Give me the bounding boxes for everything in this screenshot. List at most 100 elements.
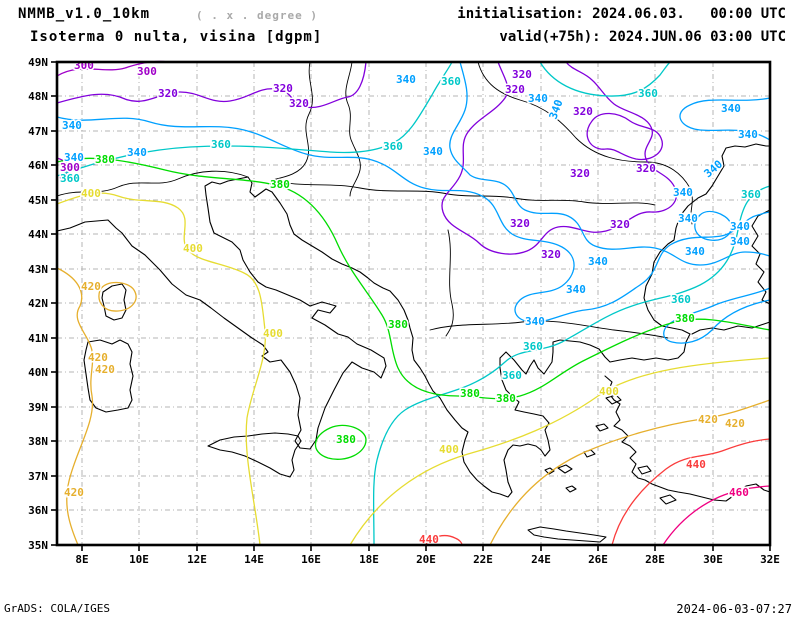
lat-tick-label: 45N: [28, 194, 48, 207]
contour-320-loop: [586, 112, 663, 161]
coastline-anatolia-blacksea: [691, 321, 771, 335]
lon-tick-label: 22E: [473, 553, 493, 566]
render-timestamp: 2024-06-03-07:27: [676, 602, 792, 616]
lat-tick-label: 37N: [28, 470, 48, 483]
lon-tick-label: 28E: [645, 553, 665, 566]
field-subtitle: Isoterma 0 nulta, visina [dgpm]: [30, 29, 323, 45]
contour-340-topright: [679, 97, 771, 141]
contour-label-360: 360: [523, 340, 543, 353]
contour-440-stub: [424, 534, 463, 546]
contour-label-380: 380: [496, 392, 516, 405]
contour-label-340: 340: [547, 98, 566, 121]
contour-label-340: 340: [730, 220, 750, 233]
contour-label-320: 320: [636, 162, 656, 175]
contour-300-b: [56, 157, 69, 179]
contour-lines: [56, 60, 771, 546]
contour-340-se: [663, 287, 771, 344]
contour-label-340: 340: [678, 212, 698, 225]
contour-label-320: 320: [541, 248, 561, 261]
contour-label-320: 320: [289, 97, 309, 110]
island-sardinia: [83, 339, 134, 413]
contour-label-440: 440: [419, 533, 439, 546]
contour-360-se: [372, 185, 771, 546]
contour-400-se: [349, 357, 771, 546]
contour-label-360: 360: [502, 369, 522, 382]
lon-tick-label: 18E: [359, 553, 379, 566]
coastline-crimea-edge: [751, 209, 771, 305]
lon-tick-label: 14E: [244, 553, 264, 566]
contour-label-300: 300: [137, 65, 157, 78]
contour-label-320: 320: [505, 83, 525, 96]
lon-tick-label: 10E: [129, 553, 149, 566]
contour-label-380: 380: [675, 312, 695, 325]
lon-tick-label: 26E: [588, 553, 608, 566]
contour-label-360: 360: [741, 188, 761, 201]
lat-tick-label: 46N: [28, 159, 48, 172]
contour-label-380: 380: [336, 433, 356, 446]
initialisation-time: initialisation: 2024.06.03. 00:00 UTC: [457, 6, 786, 22]
lat-tick-label: 39N: [28, 401, 48, 414]
contour-label-340: 340: [685, 245, 705, 258]
contour-label-360: 360: [211, 138, 231, 151]
contour-440-se: [611, 438, 771, 546]
contour-label-380: 380: [460, 387, 480, 400]
contour-label-420: 420: [81, 280, 101, 293]
contour-label-420: 420: [95, 363, 115, 376]
lat-tick-label: 36N: [28, 504, 48, 517]
lon-tick-label: 32E: [760, 553, 780, 566]
axis-ticks-and-labels: 8E 10E 12E 14E 16E 18E 20E 22E 24E 26E 28E 30E 32E 49…: [28, 56, 780, 566]
contour-label-420: 420: [88, 351, 108, 364]
contour-label-340: 340: [396, 73, 416, 86]
contour-label-400: 400: [599, 385, 619, 398]
lat-tick-label: 42N: [28, 297, 48, 310]
contour-460-se: [662, 485, 771, 546]
contour-label-340: 340: [738, 128, 758, 141]
lat-tick-label: 44N: [28, 228, 48, 241]
contour-label-400: 400: [439, 443, 459, 456]
contour-360-west: [56, 61, 453, 177]
lon-tick-label: 8E: [75, 553, 88, 566]
contour-label-340: 340: [673, 186, 693, 199]
border-balkan-vertical: [445, 229, 454, 337]
contour-label-360: 360: [60, 172, 80, 185]
border-alps: [56, 170, 249, 197]
contour-label-360: 360: [383, 140, 403, 153]
contour-label-320: 320: [158, 87, 178, 100]
contour-label-320: 320: [512, 68, 532, 81]
contour-label-360: 360: [638, 87, 658, 100]
contour-label-440: 440: [686, 458, 706, 471]
contour-label-360: 360: [671, 293, 691, 306]
coastlines: [56, 143, 771, 543]
model-title: NMMB_v1.0_10km: [18, 6, 151, 22]
lat-tick-label: 43N: [28, 263, 48, 276]
contour-label-320: 320: [273, 82, 293, 95]
grads-credit: GrADS: COLA/IGES: [4, 602, 110, 615]
contour-label-340: 340: [702, 158, 726, 181]
contour-label-340: 340: [127, 146, 147, 159]
lon-tick-label: 24E: [531, 553, 551, 566]
contour-label-340: 340: [62, 119, 82, 132]
contour-label-320: 320: [570, 167, 590, 180]
contour-label-340: 340: [423, 145, 443, 158]
contour-label-420: 420: [725, 417, 745, 430]
lat-tick-label: 40N: [28, 366, 48, 379]
contour-420-se: [489, 399, 771, 546]
contour-380-main: [56, 157, 771, 400]
contour-label-420: 420: [698, 413, 718, 426]
contour-360-top: [539, 61, 671, 97]
contour-340-main: [56, 116, 771, 323]
contour-label-340: 340: [721, 102, 741, 115]
contour-label-320: 320: [610, 218, 630, 231]
coastline-europe-main: [56, 143, 771, 498]
contour-label-420: 420: [64, 486, 84, 499]
lat-tick-label: 49N: [28, 56, 48, 69]
contour-340-loop: [694, 210, 732, 241]
aegean-islands: [544, 394, 677, 505]
coastline-anatolia-aegean: [604, 375, 771, 502]
lat-tick-label: 48N: [28, 90, 48, 103]
contour-420-west: [56, 267, 94, 546]
lat-tick-label: 35N: [28, 539, 48, 552]
contour-label-400: 400: [81, 187, 101, 200]
